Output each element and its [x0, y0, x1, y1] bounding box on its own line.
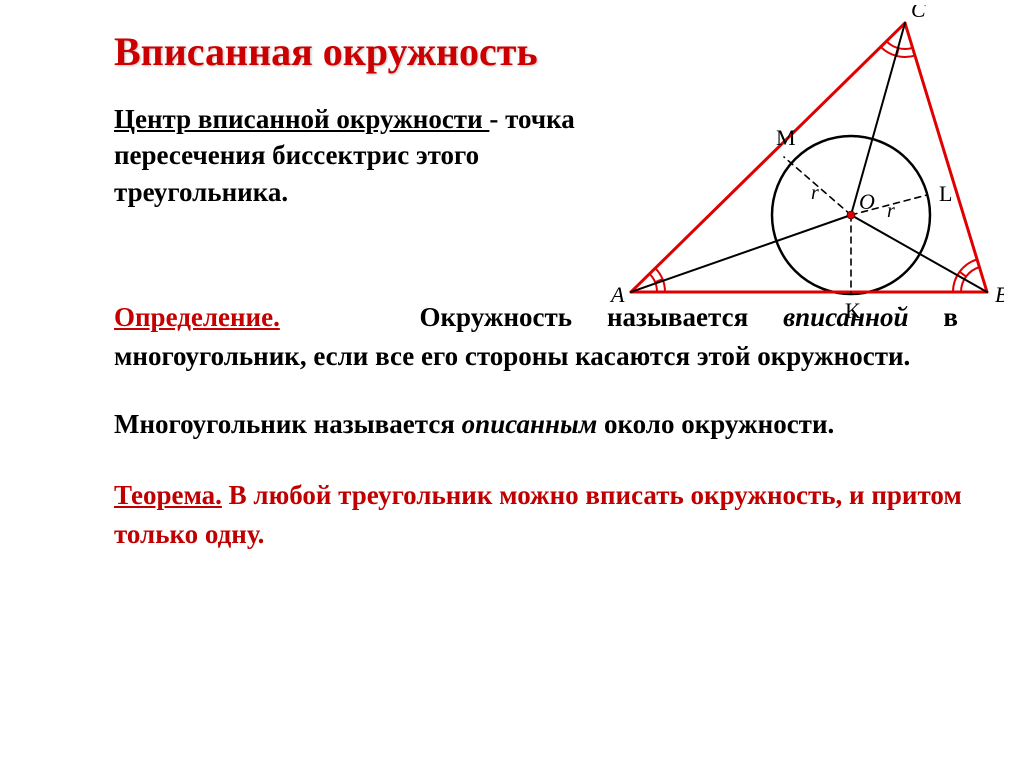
theorem-text: В любой треугольник можно вписать окружн… — [114, 480, 962, 549]
svg-text:r: r — [811, 182, 819, 204]
svg-text:C: C — [911, 5, 926, 22]
svg-text:B: B — [995, 282, 1004, 307]
svg-text:M: M — [776, 125, 796, 150]
svg-text:O: O — [859, 189, 875, 214]
intro-text: Центр вписанной окружности - точка перес… — [114, 101, 589, 210]
para2-emph: описанным — [462, 409, 598, 439]
definition-leader: Определение. — [114, 302, 280, 332]
theorem-para: Теорема. В любой треугольник можно вписа… — [114, 476, 968, 554]
svg-text:L: L — [939, 181, 952, 206]
para2-text1: Многоугольник называется — [114, 409, 462, 439]
intro-line1: Центр вписанной окружности — [114, 104, 489, 134]
incircle-svg: A B C O M L Kr r — [609, 5, 1004, 345]
svg-text:A: A — [609, 282, 625, 307]
svg-text:K: K — [845, 298, 861, 323]
svg-text:r: r — [887, 200, 895, 222]
para2-text2: около окружности. — [597, 409, 834, 439]
page-root: Вписанная окружность Центр вписанной окр… — [0, 0, 1024, 767]
theorem-leader: Теорема. — [114, 480, 222, 510]
para2: Многоугольник называется описанным около… — [114, 405, 968, 444]
diagram: A B C O M L Kr r — [609, 5, 1004, 350]
